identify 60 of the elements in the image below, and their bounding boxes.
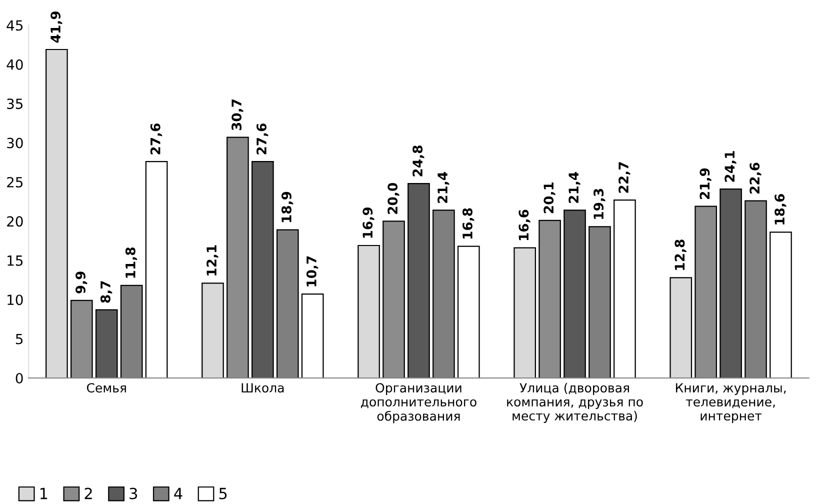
data-label: 12,1 <box>206 245 218 276</box>
data-label: 20,0 <box>388 183 400 214</box>
y-tick-label: 30 <box>7 138 23 148</box>
y-tick-label: 15 <box>8 256 23 266</box>
bar <box>670 277 692 378</box>
bar <box>358 244 380 378</box>
y-tick-label: 40 <box>6 59 23 70</box>
data-label: 21,4 <box>438 172 450 203</box>
data-label: 27,6 <box>256 124 268 154</box>
data-label: 8,7 <box>100 281 112 303</box>
bar <box>301 294 324 378</box>
data-label: 11,8 <box>125 247 138 278</box>
bar <box>770 232 792 378</box>
legend-label: 3 <box>130 488 138 500</box>
y-tick-label: 35 <box>7 98 23 110</box>
data-label: 12,8 <box>674 240 686 270</box>
bar <box>46 48 68 378</box>
bar <box>457 246 480 378</box>
data-label: 27,6 <box>150 124 162 154</box>
legend-label: 1 <box>40 488 48 500</box>
data-label: 16,8 <box>462 208 474 239</box>
data-label: 41,9 <box>50 12 62 43</box>
bar <box>564 210 586 378</box>
data-label: 22,7 <box>618 162 630 193</box>
bar <box>720 188 742 378</box>
data-label: 22,6 <box>750 162 762 194</box>
y-tick-label: 0 <box>16 372 23 384</box>
y-tick-label: 20 <box>7 216 23 227</box>
y-tick-label: 25 <box>7 176 23 188</box>
data-label: 16,6 <box>518 210 530 240</box>
x-tick-label: Школа <box>242 383 284 393</box>
data-label: 21,4 <box>568 172 580 203</box>
bar <box>252 161 274 378</box>
bar <box>408 183 430 378</box>
data-label: 24,8 <box>412 146 424 176</box>
y-tick-label: 10 <box>8 294 23 306</box>
y-tick-label: 45 <box>6 20 23 31</box>
legend-label: 4 <box>174 488 182 500</box>
bar <box>202 282 224 378</box>
x-tick-label: Организации дополнительного образования <box>360 383 476 424</box>
data-label: 18,9 <box>281 192 294 222</box>
data-label: 21,9 <box>700 168 712 199</box>
data-label: 20,1 <box>544 182 556 214</box>
data-label: 9,9 <box>76 272 88 294</box>
y-tick-label: 5 <box>16 334 23 344</box>
bar <box>95 309 118 378</box>
legend-label: 2 <box>84 488 92 500</box>
data-label: 24,1 <box>724 151 736 182</box>
bar <box>514 247 536 378</box>
bar <box>145 161 168 378</box>
data-label: 10,7 <box>306 256 318 286</box>
data-label: 16,9 <box>362 208 374 238</box>
x-tick-label: Семья <box>86 383 126 393</box>
x-tick-label: Книги, журналы, телевидение, интернет <box>676 383 786 423</box>
data-label: 19,3 <box>594 188 606 219</box>
bar <box>614 199 636 378</box>
x-tick-label: Улица (дворовая компания, друзья по месту жительства) <box>507 382 643 423</box>
data-label: 30,7 <box>232 100 244 130</box>
data-label: 18,6 <box>774 194 786 224</box>
legend-label: 5 <box>219 488 227 500</box>
